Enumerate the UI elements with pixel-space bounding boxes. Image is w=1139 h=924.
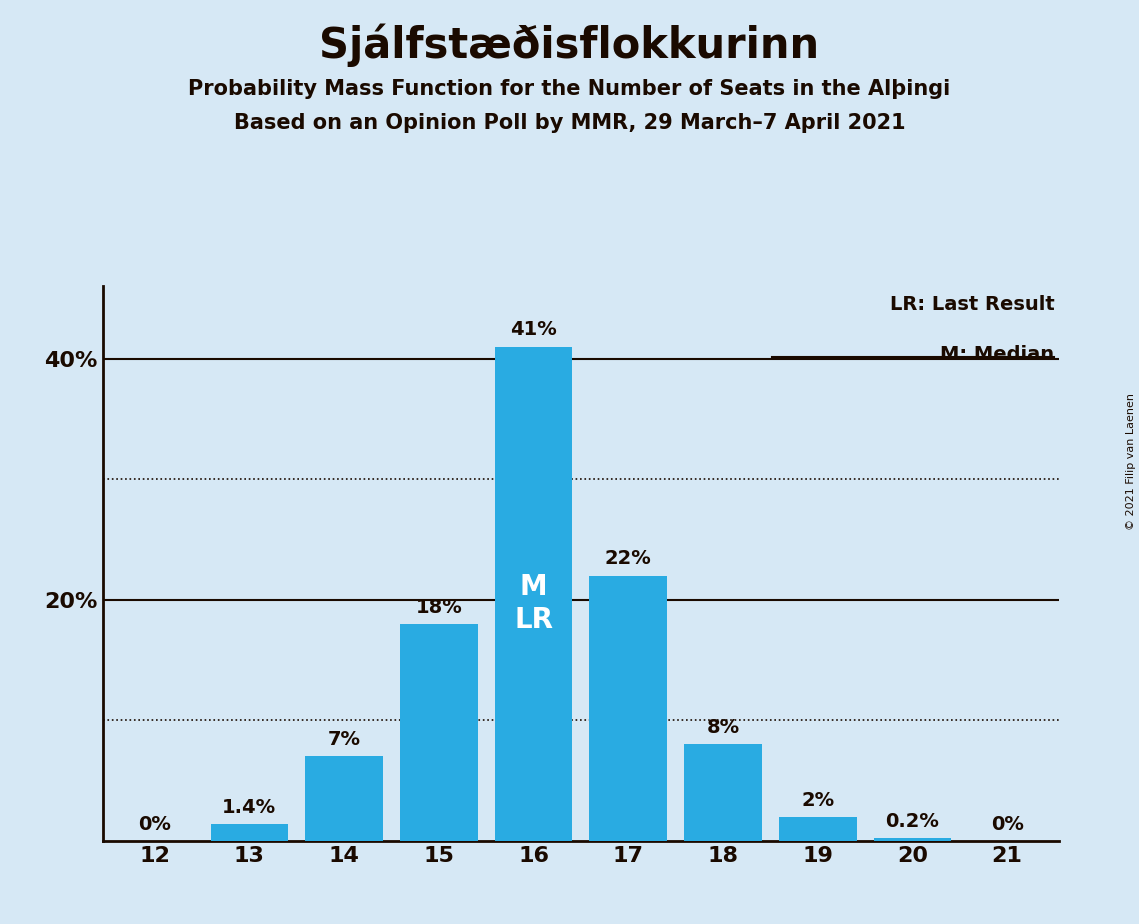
Text: 41%: 41% — [510, 321, 557, 339]
Text: 18%: 18% — [416, 598, 462, 616]
Bar — [211, 824, 288, 841]
Text: 2%: 2% — [801, 791, 834, 809]
Text: 1.4%: 1.4% — [222, 797, 277, 817]
Text: M
LR: M LR — [514, 574, 554, 634]
Text: M: Median: M: Median — [941, 345, 1055, 364]
Bar — [779, 817, 857, 841]
Text: 0%: 0% — [991, 815, 1024, 833]
Text: 7%: 7% — [328, 730, 361, 749]
Text: Probability Mass Function for the Number of Seats in the Alþingi: Probability Mass Function for the Number… — [188, 79, 951, 99]
Text: © 2021 Filip van Laenen: © 2021 Filip van Laenen — [1125, 394, 1136, 530]
Bar — [589, 576, 667, 841]
Bar — [400, 624, 477, 841]
Text: 0.2%: 0.2% — [885, 812, 940, 832]
Text: Sjálfstæðisflokkurinn: Sjálfstæðisflokkurinn — [319, 23, 820, 67]
Bar — [305, 757, 383, 841]
Text: 8%: 8% — [706, 718, 739, 737]
Text: 0%: 0% — [138, 815, 171, 833]
Text: 22%: 22% — [605, 550, 652, 568]
Bar — [494, 346, 573, 841]
Text: Based on an Opinion Poll by MMR, 29 March–7 April 2021: Based on an Opinion Poll by MMR, 29 Marc… — [233, 113, 906, 133]
Bar — [874, 838, 951, 841]
Text: LR: Last Result: LR: Last Result — [890, 295, 1055, 314]
Bar — [685, 745, 762, 841]
